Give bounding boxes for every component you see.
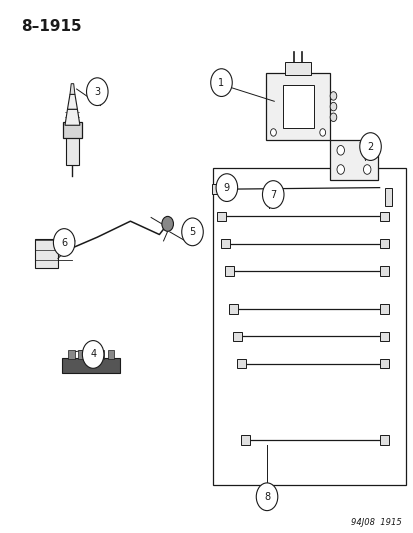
Bar (213, 168, 405, 485)
Bar (237, 359, 246, 368)
Bar (78, 350, 84, 359)
Bar (68, 350, 74, 359)
Circle shape (86, 78, 108, 106)
Bar (212, 184, 221, 194)
Bar (62, 358, 120, 373)
Bar (241, 435, 250, 445)
Text: 9: 9 (223, 183, 229, 192)
Bar (379, 239, 388, 248)
Bar (284, 62, 311, 75)
Circle shape (216, 174, 237, 201)
Circle shape (319, 128, 325, 136)
Text: 1: 1 (218, 78, 224, 87)
Circle shape (256, 483, 277, 511)
Circle shape (336, 165, 344, 174)
Text: 8: 8 (263, 492, 269, 502)
Bar (330, 140, 377, 180)
Circle shape (363, 146, 370, 155)
Bar (379, 304, 388, 314)
Bar (379, 359, 388, 368)
Circle shape (262, 181, 283, 208)
Circle shape (270, 128, 276, 136)
Bar (379, 435, 388, 445)
Polygon shape (67, 94, 77, 109)
Text: 3: 3 (94, 87, 100, 96)
Bar (379, 332, 388, 341)
Circle shape (181, 218, 203, 246)
Text: 8–1915: 8–1915 (21, 19, 81, 34)
Bar (220, 239, 229, 248)
Bar (88, 350, 94, 359)
Bar (216, 212, 225, 221)
Bar (66, 136, 79, 165)
Bar (97, 350, 104, 359)
Circle shape (210, 69, 232, 96)
Bar (265, 73, 330, 140)
Polygon shape (65, 109, 80, 125)
Text: 2: 2 (366, 142, 373, 151)
Circle shape (161, 216, 173, 231)
Circle shape (330, 113, 336, 122)
Text: 4: 4 (90, 350, 96, 359)
Circle shape (336, 146, 344, 155)
Circle shape (363, 165, 370, 174)
Circle shape (330, 102, 336, 111)
Bar (233, 332, 242, 341)
Polygon shape (70, 84, 75, 94)
Text: 6: 6 (61, 238, 67, 247)
Text: 5: 5 (189, 227, 195, 237)
Circle shape (82, 341, 104, 368)
Text: 94J08  1915: 94J08 1915 (350, 518, 401, 527)
Bar (228, 304, 237, 314)
Circle shape (330, 92, 336, 100)
Bar (282, 85, 313, 128)
Bar (63, 122, 81, 138)
Bar (379, 212, 388, 221)
Text: 7: 7 (269, 190, 276, 199)
Bar (224, 266, 233, 276)
Bar (107, 350, 114, 359)
Bar (35, 239, 58, 268)
Bar (384, 188, 392, 206)
Circle shape (53, 229, 75, 256)
Circle shape (359, 133, 380, 160)
Bar (379, 266, 388, 276)
